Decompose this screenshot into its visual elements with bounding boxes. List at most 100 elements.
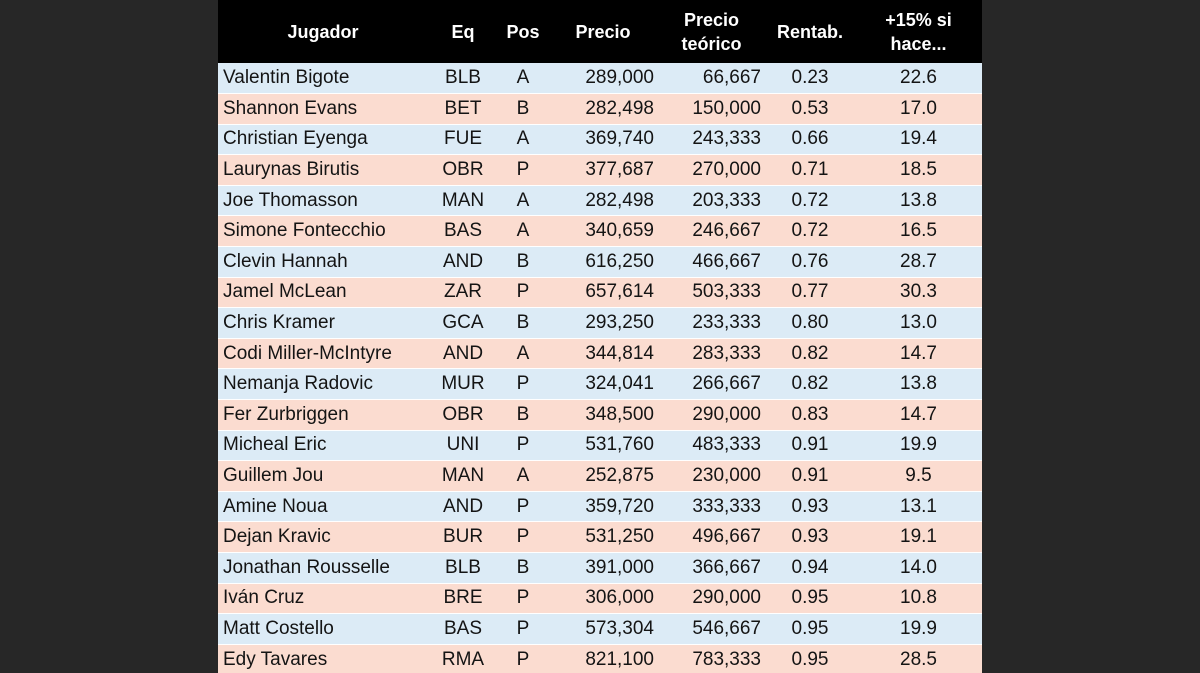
cell-rentab: 0.93: [765, 521, 855, 553]
cell-eq: BAS: [428, 215, 498, 248]
header-jugador: Jugador: [287, 21, 359, 42]
cell-pos: P: [498, 613, 548, 645]
cell-precio: 293,250: [548, 307, 658, 339]
cell-si-hace: 28.5: [855, 644, 982, 673]
cell-precio: 391,000: [548, 552, 658, 584]
header-rentab: Rentab.: [776, 21, 843, 42]
player-table-sheet: Jugador Eq Pos Precio Precio teórico Ren…: [218, 0, 982, 673]
cell-si-hace: 19.4: [855, 124, 982, 156]
table-row: Amine Noua AND P 359,720 333,333 0.93 13.1: [218, 491, 982, 523]
cell-rentab: 0.66: [765, 124, 855, 156]
cell-precio-teorico: 243,333: [658, 124, 765, 156]
cell-pos: A: [498, 185, 548, 217]
cell-rentab: 0.82: [765, 368, 855, 401]
table-row: Jamel McLean ZAR P 657,614 503,333 0.77 30.3: [218, 277, 982, 309]
cell-rentab: 0.91: [765, 430, 855, 462]
cell-rentab: 0.95: [765, 613, 855, 645]
cell-precio-teorico: 66,667: [658, 63, 765, 95]
cell-precio-teorico: 266,667: [658, 368, 765, 401]
table-row: Dejan Kravic BUR P 531,250 496,667 0.93 19.1: [218, 521, 982, 553]
cell-jugador: Dejan Kravic: [218, 521, 428, 553]
cell-eq: BET: [428, 93, 498, 125]
header-precio: Precio: [575, 21, 631, 42]
cell-precio-teorico: 483,333: [658, 430, 765, 462]
cell-pos: P: [498, 430, 548, 462]
cell-precio: 616,250: [548, 246, 658, 278]
cell-si-hace: 17.0: [855, 93, 982, 125]
cell-precio: 306,000: [548, 583, 658, 615]
cell-precio-teorico: 203,333: [658, 185, 765, 217]
cell-precio: 377,687: [548, 154, 658, 186]
cell-precio: 821,100: [548, 644, 658, 673]
cell-rentab: 0.93: [765, 491, 855, 523]
table-row: Jonathan Rousselle BLB B 391,000 366,667 0.94…: [218, 552, 982, 584]
cell-eq: AND: [428, 491, 498, 523]
cell-eq: BAS: [428, 613, 498, 645]
table-row: Fer Zurbriggen OBR B 348,500 290,000 0.83 14.7: [218, 399, 982, 431]
cell-si-hace: 18.5: [855, 154, 982, 186]
player-table: Jugador Eq Pos Precio Precio teórico Ren…: [218, 0, 982, 673]
cell-si-hace: 14.7: [855, 338, 982, 370]
cell-precio-teorico: 246,667: [658, 215, 765, 248]
cell-eq: MAN: [428, 185, 498, 217]
cell-eq: MUR: [428, 368, 498, 401]
cell-jugador: Christian Eyenga: [218, 124, 428, 156]
cell-jugador: Laurynas Birutis: [218, 154, 428, 186]
cell-precio-teorico: 230,000: [658, 460, 765, 492]
cell-jugador: Matt Costello: [218, 613, 428, 645]
cell-eq: BUR: [428, 521, 498, 553]
cell-pos: B: [498, 246, 548, 278]
cell-eq: BLB: [428, 63, 498, 95]
cell-si-hace: 9.5: [855, 460, 982, 492]
table-row: Shannon Evans BET B 282,498 150,000 0.53 17.0: [218, 93, 982, 125]
table-row: Chris Kramer GCA B 293,250 233,333 0.80 13.0: [218, 307, 982, 339]
cell-jugador: Valentin Bigote: [218, 63, 428, 95]
cell-pos: B: [498, 307, 548, 339]
cell-precio-teorico: 290,000: [658, 583, 765, 615]
cell-jugador: Nemanja Radovic: [218, 368, 428, 401]
cell-si-hace: 13.8: [855, 368, 982, 401]
cell-precio: 359,720: [548, 491, 658, 523]
cell-eq: UNI: [428, 430, 498, 462]
cell-pos: P: [498, 368, 548, 401]
table-row: Guillem Jou MAN A 252,875 230,000 0.91 9.5: [218, 460, 982, 492]
cell-si-hace: 14.0: [855, 552, 982, 584]
cell-precio-teorico: 283,333: [658, 338, 765, 370]
cell-rentab: 0.91: [765, 460, 855, 492]
cell-rentab: 0.82: [765, 338, 855, 370]
cell-precio-teorico: 233,333: [658, 307, 765, 339]
cell-rentab: 0.72: [765, 215, 855, 248]
cell-jugador: Joe Thomasson: [218, 185, 428, 217]
cell-precio-teorico: 290,000: [658, 399, 765, 431]
cell-pos: P: [498, 491, 548, 523]
cell-jugador: Guillem Jou: [218, 460, 428, 492]
cell-eq: AND: [428, 338, 498, 370]
cell-si-hace: 13.8: [855, 185, 982, 217]
cell-pos: A: [498, 63, 548, 95]
cell-si-hace: 16.5: [855, 215, 982, 248]
table-header: Jugador Eq Pos Precio Precio teórico Ren…: [218, 0, 982, 63]
cell-eq: GCA: [428, 307, 498, 339]
cell-si-hace: 13.1: [855, 491, 982, 523]
cell-si-hace: 14.7: [855, 399, 982, 431]
cell-jugador: Jamel McLean: [218, 277, 428, 309]
cell-precio: 344,814: [548, 338, 658, 370]
cell-pos: P: [498, 583, 548, 615]
cell-rentab: 0.53: [765, 93, 855, 125]
cell-precio: 282,498: [548, 185, 658, 217]
cell-precio: 324,041: [548, 368, 658, 401]
cell-eq: MAN: [428, 460, 498, 492]
cell-pos: A: [498, 460, 548, 492]
cell-precio-teorico: 150,000: [658, 93, 765, 125]
cell-pos: A: [498, 215, 548, 248]
cell-si-hace: 28.7: [855, 246, 982, 278]
cell-pos: B: [498, 399, 548, 431]
table-row: Nemanja Radovic MUR P 324,041 266,667 0.82 13.…: [218, 368, 982, 401]
table-row: Iván Cruz BRE P 306,000 290,000 0.95 10.8: [218, 583, 982, 615]
cell-si-hace: 30.3: [855, 277, 982, 309]
cell-precio-teorico: 783,333: [658, 644, 765, 673]
table-row: Clevin Hannah AND B 616,250 466,667 0.76 28.7: [218, 246, 982, 278]
cell-precio-teorico: 546,667: [658, 613, 765, 645]
table-row: Joe Thomasson MAN A 282,498 203,333 0.72 13.8: [218, 185, 982, 217]
cell-pos: A: [498, 124, 548, 156]
